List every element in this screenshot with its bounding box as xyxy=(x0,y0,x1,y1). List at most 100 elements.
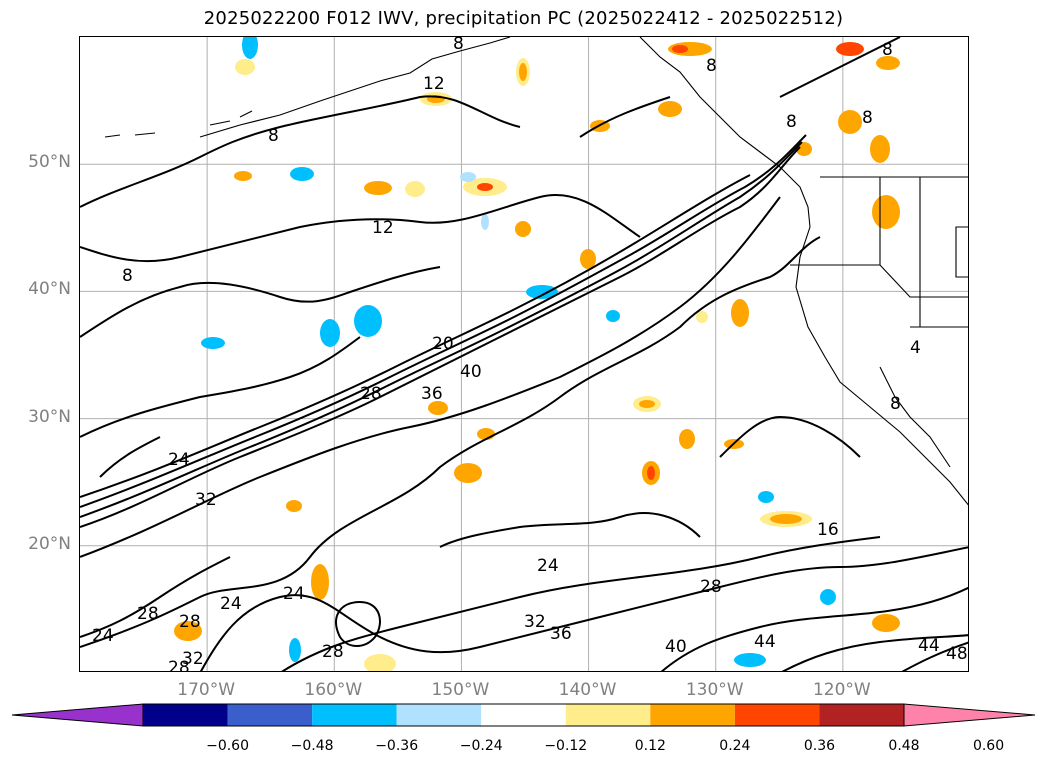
precip-patch xyxy=(235,59,255,75)
colorbar-tick-label: −0.48 xyxy=(290,738,334,754)
precip-patch xyxy=(481,214,489,230)
colorbar-tick-label: 0.12 xyxy=(634,738,666,754)
precip-patch xyxy=(580,249,596,269)
iwv-contour xyxy=(99,436,161,478)
precip-patch xyxy=(428,401,448,415)
iwv-contour xyxy=(439,512,701,548)
precip-patch xyxy=(796,142,812,156)
colorbar-tick-label: −0.60 xyxy=(206,738,249,754)
precip-patch xyxy=(286,500,302,512)
colorbar xyxy=(0,700,1047,765)
colorbar-segment xyxy=(143,704,228,726)
longitude-tick-label: 140°W xyxy=(558,680,617,700)
iwv-contours xyxy=(80,37,968,671)
precip-patch xyxy=(639,400,655,408)
iwv-contour xyxy=(281,536,881,671)
precip-patch xyxy=(320,319,340,347)
colorbar-segment xyxy=(481,704,566,726)
us-west-coast xyxy=(795,226,968,506)
precip-patch xyxy=(672,45,688,53)
precip-patch xyxy=(290,167,314,181)
iwv-contour xyxy=(80,146,801,528)
longitude-tick-label: 120°W xyxy=(812,680,871,700)
contour-label: 44 xyxy=(754,632,776,652)
precip-patch xyxy=(201,337,225,349)
contour-label: 8 xyxy=(453,37,464,54)
colorbar-tick-label: −0.24 xyxy=(459,738,503,754)
precip-patch xyxy=(364,181,392,195)
precip-patch xyxy=(519,63,527,81)
latitude-tick-label: 30°N xyxy=(28,406,71,427)
baja-coast xyxy=(879,366,951,468)
contour-label: 48 xyxy=(946,644,968,664)
precip-patch xyxy=(876,56,900,70)
contour-label: 40 xyxy=(460,362,482,382)
precip-patch xyxy=(872,614,900,632)
iwv-contour xyxy=(199,546,968,671)
map-canvas: 8 12 8 12 8 8 8 8 8 20 40 36 28 24 32 16… xyxy=(80,37,968,671)
colorbar-graphic xyxy=(11,703,1036,727)
colorbar-segment xyxy=(734,704,820,726)
iwv-contour xyxy=(579,96,671,138)
contour-label: 8 xyxy=(268,126,279,146)
iwv-contour xyxy=(80,174,751,498)
iwv-contour xyxy=(901,641,968,671)
contour-label: 28 xyxy=(360,384,382,404)
contour-label: 8 xyxy=(862,108,873,128)
colorbar-extend-high xyxy=(903,703,1036,727)
latitude-tick-label: 50°N xyxy=(28,152,71,173)
colorbar-segment xyxy=(650,704,735,726)
contour-label: 32 xyxy=(182,649,204,669)
colorbar-extend-low xyxy=(11,703,144,727)
precip-patch xyxy=(477,183,493,191)
precip-patch xyxy=(606,310,620,322)
latitude-tick-label: 40°N xyxy=(28,279,71,300)
precip-patch xyxy=(870,135,890,163)
longitude-tick-label: 150°W xyxy=(431,680,490,700)
precip-patch xyxy=(679,429,695,449)
colorbar-tick-label: −0.36 xyxy=(375,738,419,754)
longitude-tick-label: 170°W xyxy=(177,680,236,700)
contour-label: 32 xyxy=(195,490,217,510)
iwv-contour xyxy=(80,236,821,648)
precip-patch xyxy=(289,638,301,662)
contour-label: 8 xyxy=(786,112,797,132)
precip-patch xyxy=(731,299,749,327)
colorbar-tick-label: 0.36 xyxy=(803,738,836,754)
state-lines xyxy=(879,177,968,328)
contour-label: 24 xyxy=(168,450,190,470)
iwv-contour xyxy=(80,141,803,518)
iwv-contour xyxy=(80,556,231,638)
iwv-contour xyxy=(80,336,361,438)
colorbar-segment xyxy=(312,704,397,726)
colorbar-segment xyxy=(227,704,313,726)
precip-patch xyxy=(311,564,329,600)
contour-label: 36 xyxy=(421,384,443,404)
colorbar-tick-label: −0.12 xyxy=(544,738,588,754)
precip-patch xyxy=(838,110,862,134)
precip-patch xyxy=(526,285,558,299)
precip-patch xyxy=(820,589,836,605)
precip-patch xyxy=(696,311,708,323)
iwv-contour xyxy=(779,37,901,98)
contour-label: 8 xyxy=(706,56,717,76)
precip-patch xyxy=(460,172,476,182)
latitude-tick-label: 20°N xyxy=(28,533,71,554)
coastlines xyxy=(104,37,968,506)
contour-label: 24 xyxy=(537,556,559,576)
contour-label: 32 xyxy=(524,612,546,632)
precip-patch xyxy=(354,305,382,337)
contour-label: 40 xyxy=(665,637,687,657)
colorbar-segment xyxy=(819,704,904,726)
contour-label: 28 xyxy=(322,642,344,662)
precip-patch xyxy=(174,621,202,641)
map-panel[interactable]: 8 12 8 12 8 8 8 8 8 20 40 36 28 24 32 16… xyxy=(79,36,969,672)
contour-label: 12 xyxy=(372,218,394,238)
precip-patch xyxy=(872,195,900,229)
iwv-contour xyxy=(80,196,781,558)
contour-label: 8 xyxy=(122,266,133,286)
precip-patch xyxy=(734,653,766,667)
iwv-contour xyxy=(335,600,381,647)
contour-label: 24 xyxy=(220,594,242,614)
precip-patch xyxy=(770,514,802,524)
